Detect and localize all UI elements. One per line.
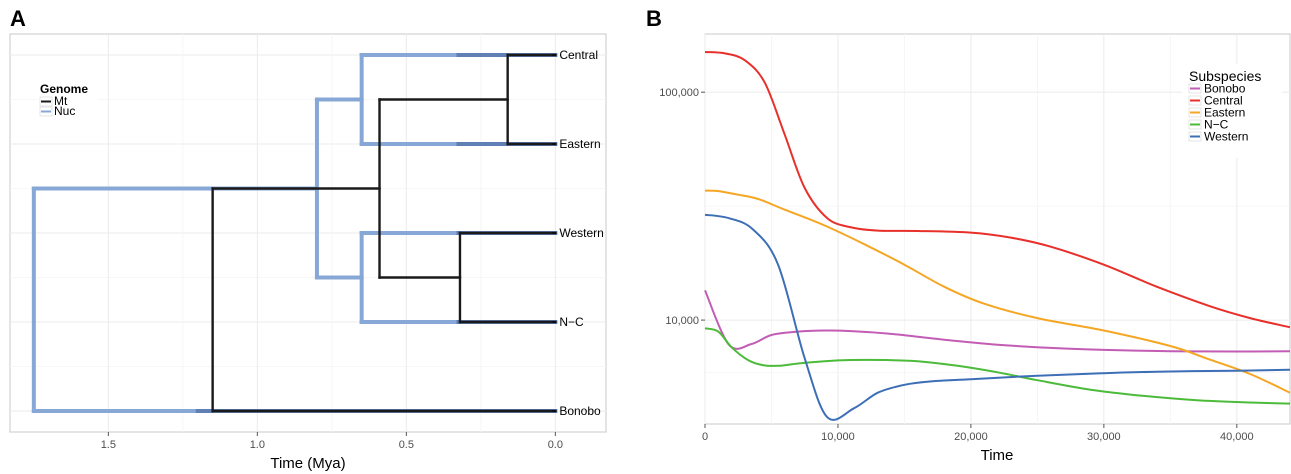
panel-a-tip-labels: Central Eastern Western N−C Bonobo: [552, 48, 604, 418]
legend-label: Eastern: [1204, 106, 1245, 120]
x-tick-label: 10,000: [821, 431, 855, 443]
panel-a-x-axis-title: Time (Mya): [270, 455, 345, 472]
series-line-bonobo: [704, 289, 1291, 353]
panel-a-letter: A: [10, 6, 26, 31]
panel-b-x-axis: 0 10,000 20,000 30,000 40,000: [702, 424, 1254, 443]
x-tick-label: 1.0: [250, 439, 265, 451]
panel-a-legend: Genome Mt Nuc: [38, 80, 98, 118]
series-line-eastern: [704, 189, 1291, 394]
panel-a-x-axis: 1.5 1.0 0.5 0.0: [101, 432, 563, 451]
legend-label: N−C: [1204, 118, 1229, 132]
y-tick-label: 10,000: [665, 315, 699, 327]
x-tick-label: 0: [702, 431, 708, 443]
legend-label: Central: [1204, 94, 1243, 108]
legend-label: Bonobo: [1204, 82, 1246, 96]
legend-label-nuc: Nuc: [54, 104, 75, 118]
x-tick-label: 20,000: [954, 431, 988, 443]
panel-b-legend: Subspecies BonoboCentralEasternN−CWester…: [1182, 64, 1282, 158]
x-tick-label: 1.5: [101, 439, 116, 451]
tip-label: Western: [559, 226, 603, 240]
tip-label: Central: [559, 48, 598, 62]
panel-b-letter: B: [646, 6, 662, 31]
tip-label: Bonobo: [559, 404, 601, 418]
panel-b-legend-title: Subspecies: [1189, 68, 1261, 84]
legend-label-mt: Mt: [54, 94, 68, 108]
x-tick-label: 40,000: [1220, 431, 1254, 443]
panel-a-tree-chart: Central Eastern Western N−C Bonobo 1.5 1.0 0.5…: [9, 33, 607, 472]
panel-a-legend-title: Genome: [40, 82, 88, 96]
y-tick-label: 100,000: [659, 87, 699, 99]
series-line-n-c: [704, 327, 1291, 405]
x-tick-label: 30,000: [1087, 431, 1121, 443]
x-tick-label: 0.5: [399, 439, 414, 451]
tip-label: N−C: [559, 315, 584, 329]
series-line-central: [704, 51, 1291, 329]
x-tick-label: 0.0: [548, 439, 563, 451]
panel-b-x-axis-title: Time: [981, 447, 1014, 464]
series-line-western: [704, 213, 1291, 421]
panel-a-mitochondrial-tree: [211, 53, 557, 413]
tip-label: Eastern: [559, 137, 600, 151]
panel-b-series-lines: [704, 51, 1291, 421]
panel-b-y-axis: 10,000 100,000: [659, 87, 705, 327]
legend-label: Western: [1204, 130, 1248, 144]
